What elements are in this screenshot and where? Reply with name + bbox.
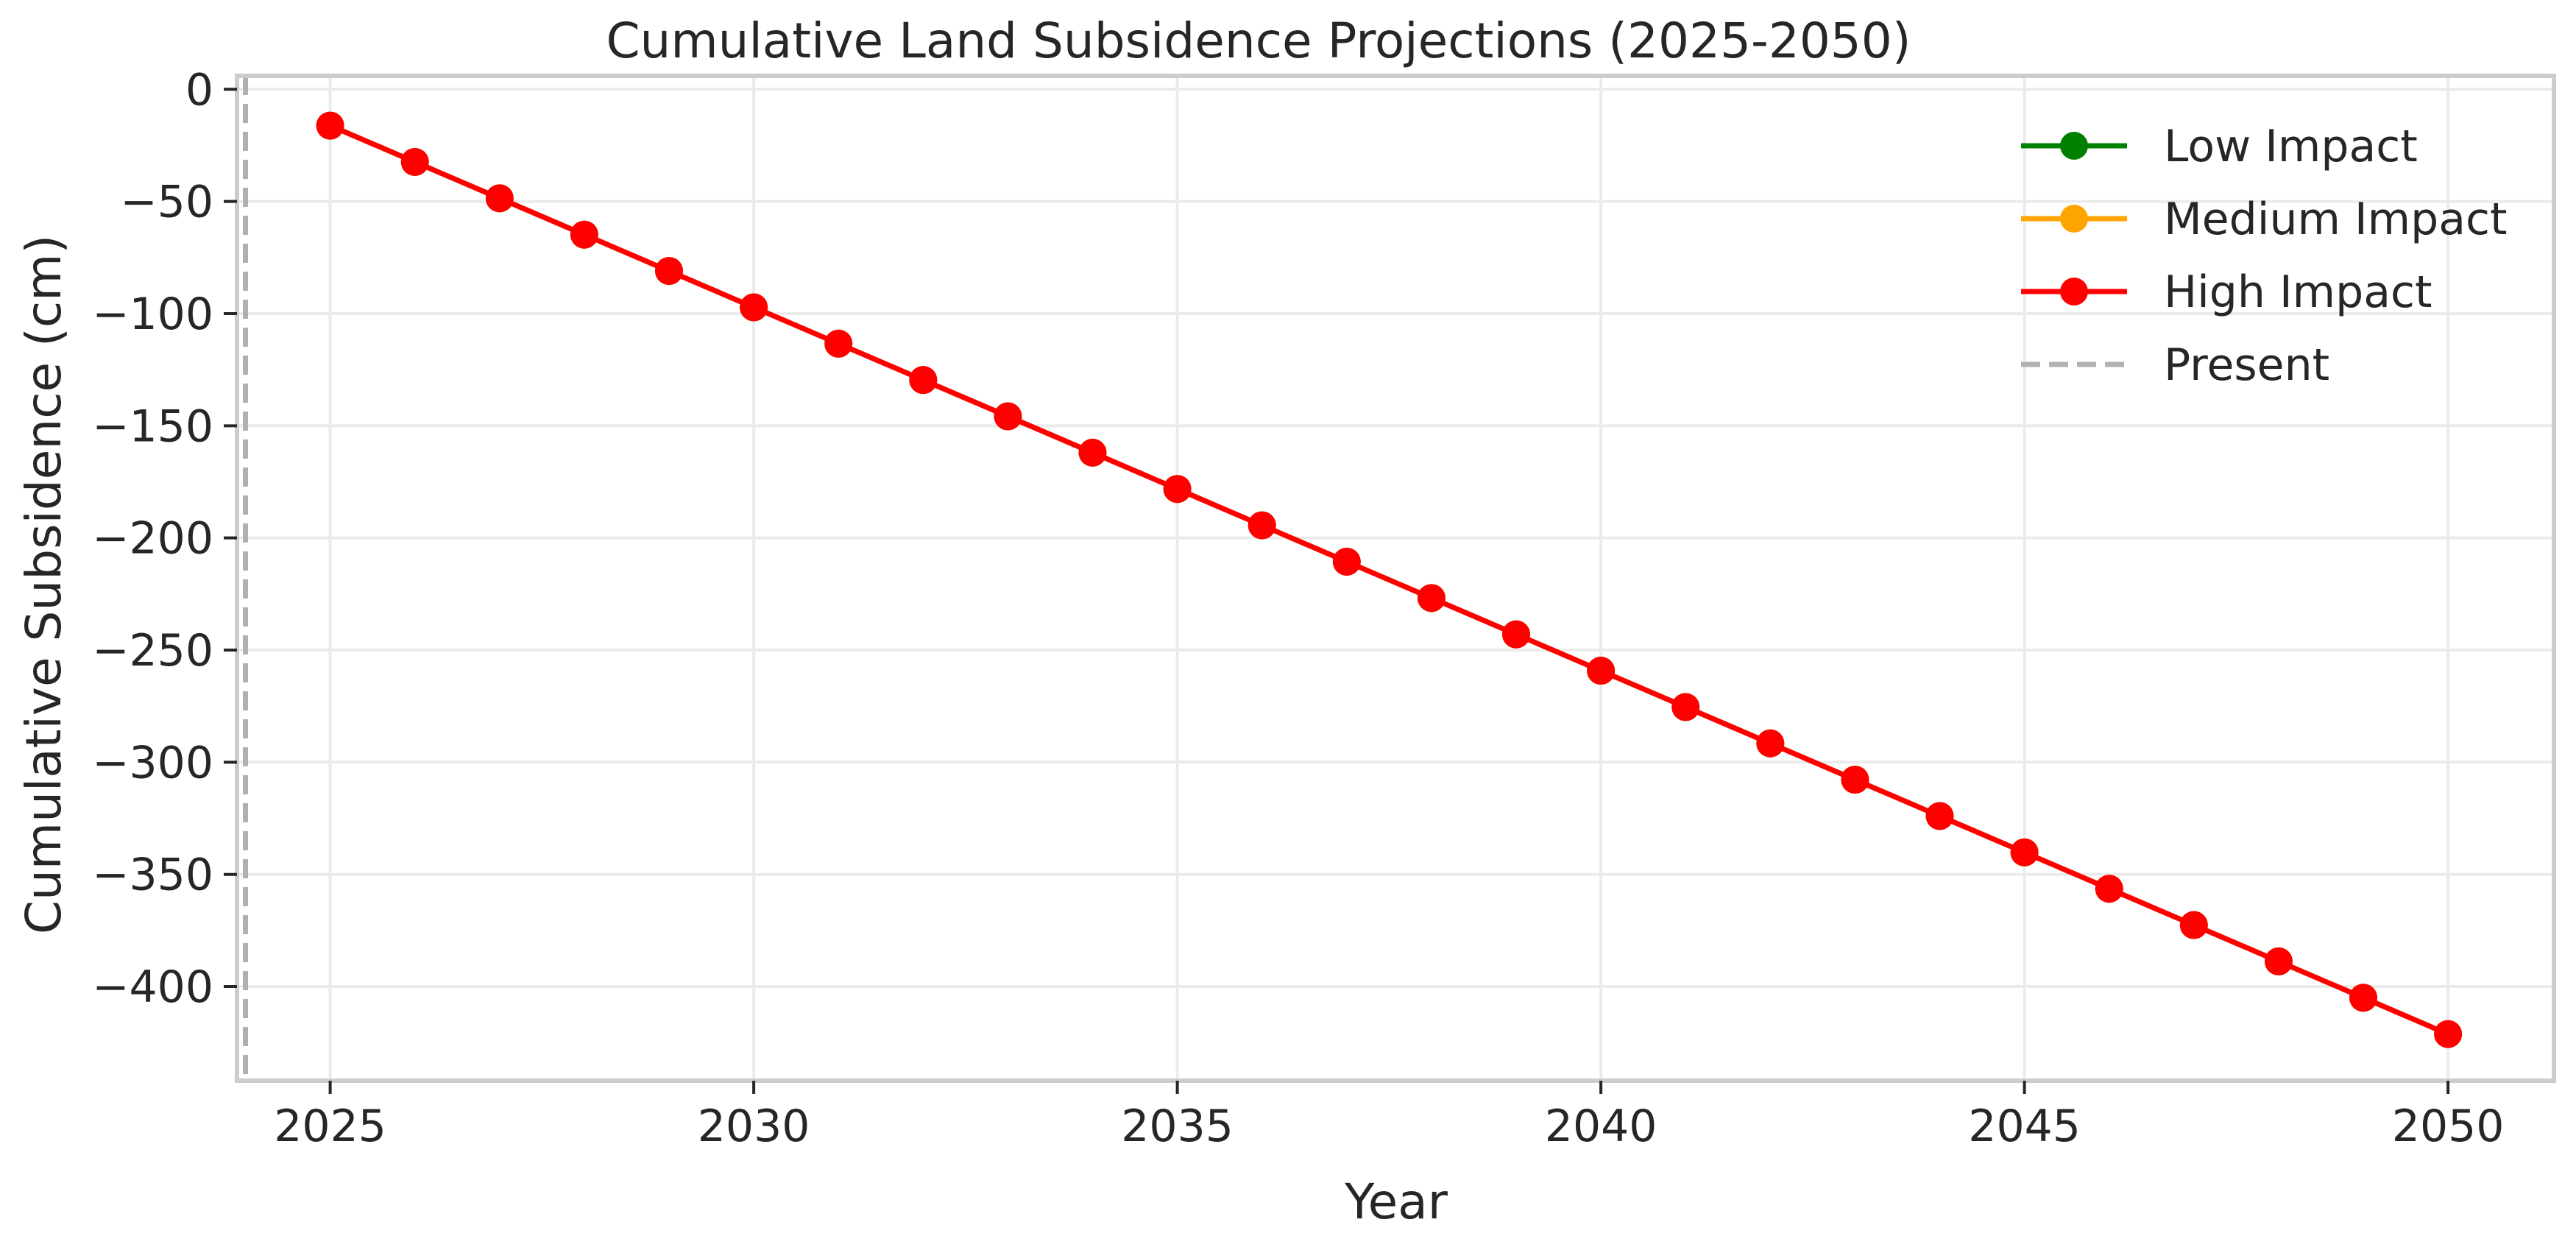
legend-label: Medium Impact xyxy=(2164,194,2508,245)
legend-marker xyxy=(2060,278,2088,306)
data-point xyxy=(570,220,598,249)
data-point xyxy=(1925,802,1954,830)
data-point xyxy=(1841,766,1869,794)
data-point xyxy=(2349,984,2378,1012)
data-point xyxy=(1248,511,1276,540)
data-point xyxy=(1587,657,1616,685)
y-tick-label: −250 xyxy=(92,625,213,677)
data-point xyxy=(1332,547,1361,576)
legend-marker xyxy=(2060,205,2088,233)
data-point xyxy=(824,329,853,358)
data-point xyxy=(1417,584,1446,613)
legend-label: Present xyxy=(2164,339,2329,391)
data-point xyxy=(1078,438,1107,467)
data-point xyxy=(2434,1020,2463,1048)
y-tick-label: −400 xyxy=(92,961,213,1013)
data-point xyxy=(994,402,1022,431)
plot-frame xyxy=(235,74,2556,1083)
y-tick-label: −350 xyxy=(92,850,213,901)
data-point xyxy=(2179,911,2208,939)
legend-label: High Impact xyxy=(2164,267,2432,318)
x-tick-label: 2025 xyxy=(274,1101,386,1152)
data-point xyxy=(1502,620,1531,649)
data-point xyxy=(2010,838,2039,866)
chart-title: Cumulative Land Subsidence Projections (… xyxy=(606,13,1911,69)
data-point xyxy=(2095,875,2123,903)
y-axis-ticks: 0 −50 −100 −150 −200 −250 −300 −350 −400 xyxy=(92,64,237,1013)
x-tick-label: 2035 xyxy=(1121,1101,1234,1152)
data-point xyxy=(1163,475,1192,504)
x-tick-label: 2030 xyxy=(698,1101,810,1152)
data-point xyxy=(2264,947,2293,975)
x-axis-label: Year xyxy=(1344,1173,1448,1230)
data-point xyxy=(655,257,684,286)
data-point xyxy=(485,184,514,213)
data-point xyxy=(316,111,344,140)
x-tick-label: 2040 xyxy=(1545,1101,1657,1152)
legend-marker xyxy=(2060,132,2088,160)
series-line xyxy=(329,123,2449,1037)
y-tick-label: 0 xyxy=(185,64,213,116)
series-group xyxy=(316,111,2463,1048)
y-tick-label: −200 xyxy=(92,513,213,565)
y-tick-label: −300 xyxy=(92,737,213,788)
data-point xyxy=(740,293,768,322)
legend: Low Impact Medium Impact High Impact Presen… xyxy=(2021,121,2508,391)
series-high-impact xyxy=(316,111,2463,1048)
y-tick-label: −50 xyxy=(120,177,213,228)
y-axis-label: Cumulative Subsidence (cm) xyxy=(15,235,72,934)
data-point xyxy=(909,366,938,395)
x-tick-label: 2045 xyxy=(1968,1101,2081,1152)
data-point xyxy=(1671,693,1700,721)
x-tick-label: 2050 xyxy=(2392,1101,2505,1152)
y-tick-label: −100 xyxy=(92,289,213,340)
grid-lines xyxy=(237,76,2554,1081)
legend-label: Low Impact xyxy=(2164,121,2418,172)
y-tick-label: −150 xyxy=(92,400,213,452)
data-point xyxy=(400,148,429,176)
x-axis-ticks: 2025 2030 2035 2040 2045 2050 xyxy=(274,1081,2504,1152)
data-point xyxy=(1756,729,1785,758)
